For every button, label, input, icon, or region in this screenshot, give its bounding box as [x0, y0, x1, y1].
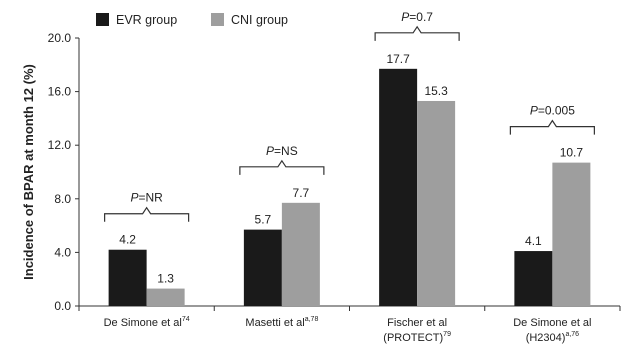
x-tick-label: De Simone et al	[513, 317, 591, 329]
x-tick-label: Fischer et al	[387, 317, 447, 329]
significance-bracket	[509, 119, 595, 135]
bar-value-label: 15.3	[424, 84, 448, 98]
legend-label: EVR group	[116, 13, 177, 27]
y-tick-label: 12.0	[48, 138, 72, 152]
p-value-annotation: P=0.005	[530, 104, 575, 118]
bar	[379, 68, 418, 306]
p-value-annotation: P=NS	[266, 144, 298, 158]
x-tick-label: De Simone et al74	[104, 316, 190, 329]
bar-value-label: 17.7	[386, 52, 410, 66]
bar	[243, 229, 282, 306]
chart-marks: 4.2 1.3 P=NR De Simone et al74 5.7 7.7 P=NS Mas…	[104, 10, 595, 344]
legend-swatch	[211, 13, 224, 26]
p-value-annotation: P=0.7	[401, 10, 433, 24]
bar-value-label: 7.7	[293, 186, 310, 200]
x-tick-label-line2: (H2304)a,76	[526, 331, 579, 344]
bar-value-label: 5.7	[255, 213, 272, 227]
bar	[417, 100, 456, 306]
bar	[146, 288, 185, 306]
significance-bracket	[374, 25, 460, 41]
y-axis-title-group: Incidence of BPAR at month 12 (%)	[21, 64, 36, 280]
p-value-annotation: P=NR	[130, 191, 163, 205]
bar	[514, 251, 553, 306]
y-tick-label: 4.0	[54, 245, 71, 259]
legend-swatch	[96, 13, 109, 26]
y-tick-label: 16.0	[48, 85, 72, 99]
x-tick-label-line2: (PROTECT)79	[383, 331, 451, 344]
bar	[108, 249, 147, 306]
legend-label: CNI group	[231, 13, 288, 27]
x-tick-label: Masetti et ala,78	[245, 316, 318, 329]
y-axis-title: Incidence of BPAR at month 12 (%)	[21, 64, 36, 280]
y-tick-label: 0.0	[54, 299, 71, 313]
bar-value-label: 4.2	[119, 233, 136, 247]
bar	[281, 202, 320, 306]
legend: EVR group CNI group	[96, 13, 288, 27]
y-tick-label: 8.0	[54, 192, 71, 206]
bar-value-label: 10.7	[560, 146, 584, 160]
y-tick-label: 20.0	[48, 31, 72, 45]
bar-value-label: 1.3	[157, 272, 174, 286]
bar-value-label: 4.1	[525, 234, 542, 248]
bar	[552, 162, 591, 306]
significance-bracket	[239, 159, 325, 175]
significance-bracket	[104, 206, 190, 222]
